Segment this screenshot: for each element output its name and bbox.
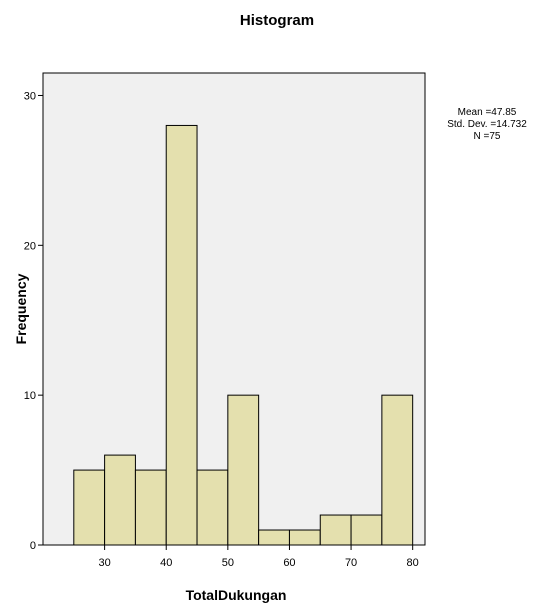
x-tick-label: 80 [407,557,419,569]
x-axis-ticks: 30 40 50 60 70 80 [98,545,419,569]
stats-std-dev: Std. Dev. =14.732 [447,119,527,130]
y-axis-ticks: 0 10 20 30 [24,90,43,552]
histogram-bar [288,529,321,546]
y-tick-label: 0 [30,540,36,552]
histogram-bar [227,394,260,546]
x-tick-label: 70 [345,557,357,569]
histogram-bar [319,514,352,546]
x-tick-label: 60 [283,557,295,569]
x-tick-label: 30 [98,557,110,569]
stats-mean: Mean =47.85 [458,107,517,118]
y-axis-label: Frequency [13,273,29,344]
x-tick-label: 40 [160,557,172,569]
bars-group [73,124,414,546]
x-tick-label: 50 [222,557,234,569]
histogram-bar [165,124,198,546]
histogram-bar [104,454,136,546]
histogram-bar [73,469,106,546]
histogram-bar [134,469,167,546]
y-tick-label: 10 [24,390,36,402]
chart-title: Histogram [240,12,314,29]
histogram-bar [258,529,290,546]
y-tick-label: 20 [24,240,36,252]
stats-n: N =75 [474,131,501,142]
histogram-bar [196,469,229,546]
y-tick-label: 30 [24,90,36,102]
x-axis-label: TotalDukungan [186,587,287,603]
histogram-bar [381,394,414,546]
histogram-bar [350,514,383,546]
